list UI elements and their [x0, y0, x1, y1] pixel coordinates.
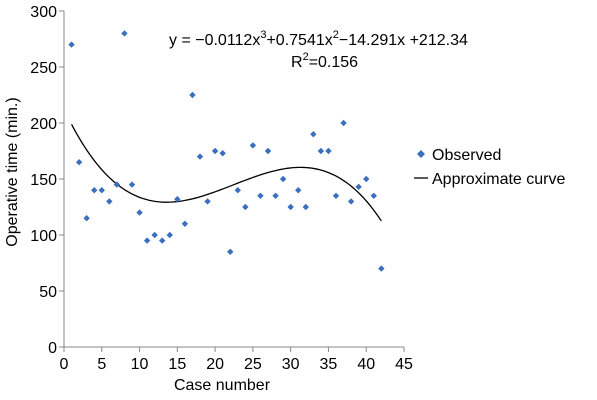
- x-tick-label: 40: [357, 356, 375, 373]
- observed-point: [295, 187, 302, 194]
- observed-point: [75, 159, 83, 166]
- observed-point: [234, 187, 241, 194]
- observed-point: [211, 147, 219, 155]
- observed-point: [151, 231, 158, 239]
- observed-point: [340, 119, 347, 127]
- observed-point: [204, 198, 211, 205]
- y-tick-label: 150: [30, 172, 57, 189]
- y-tick-label: 200: [30, 116, 57, 133]
- r-squared-value: =0.156: [309, 54, 358, 71]
- observed-point: [370, 192, 377, 199]
- observed-point: [264, 147, 272, 155]
- observed-point: [363, 175, 370, 183]
- observed-point: [91, 187, 98, 194]
- observed-point: [279, 175, 287, 183]
- x-tick-label: 35: [320, 356, 338, 373]
- observed-point: [355, 183, 362, 191]
- observed-point: [136, 209, 143, 216]
- x-tick-label: 20: [206, 356, 224, 373]
- x-tick-label: 25: [244, 356, 262, 373]
- observed-point: [98, 187, 105, 194]
- observed-point: [189, 91, 196, 99]
- observed-point: [68, 41, 75, 48]
- x-tick-label: 5: [97, 356, 106, 373]
- observed-point: [257, 192, 264, 199]
- equation-part-mid: +0.7541x: [266, 32, 332, 49]
- observed-point: [181, 220, 189, 227]
- observed-point: [83, 215, 90, 222]
- observed-point: [143, 237, 151, 244]
- equation-exponent-3: 3: [260, 29, 266, 41]
- r-squared-base: R: [291, 54, 303, 71]
- x-axis-title: Case number: [174, 377, 271, 394]
- legend-curve-label: Approximate curve: [432, 171, 565, 188]
- r-squared-annotation: R2=0.156: [291, 51, 358, 71]
- observed-point: [378, 265, 385, 272]
- x-axis-ticks: 0 5 10 15 20 25 30 35 40 45: [60, 347, 413, 373]
- observed-point: [287, 203, 294, 211]
- observed-point: [325, 147, 332, 155]
- observed-point: [196, 153, 204, 160]
- x-tick-label: 45: [395, 356, 413, 373]
- equation-exponent-2: 2: [333, 29, 339, 41]
- legend-observed-label: Observed: [432, 147, 501, 164]
- y-tick-label: 100: [30, 228, 57, 245]
- equation-annotation: y = −0.0112x3+0.7541x2−14.291x +212.34: [169, 29, 468, 49]
- observed-point: [219, 150, 226, 157]
- x-tick-label: 30: [282, 356, 300, 373]
- observed-point: [166, 231, 173, 239]
- equation-part-main: y = −0.0112x: [169, 32, 260, 49]
- observed-points: [68, 30, 385, 272]
- observed-point: [302, 203, 309, 211]
- equation-part-end: −14.291x +212.34: [339, 32, 468, 49]
- legend: Observed Approximate curve: [414, 147, 565, 188]
- observed-point: [332, 192, 340, 199]
- x-tick-label: 0: [60, 356, 69, 373]
- observed-point: [113, 181, 121, 188]
- legend-observed-marker: [417, 150, 425, 158]
- observed-point: [272, 192, 279, 199]
- y-axis-title: Operative time (min.): [4, 97, 21, 246]
- y-tick-label: 0: [48, 340, 57, 357]
- x-tick-label: 10: [131, 356, 149, 373]
- observed-point: [227, 248, 234, 255]
- x-tick-label: 15: [168, 356, 186, 373]
- observed-point: [347, 198, 355, 205]
- observed-point: [249, 142, 257, 149]
- y-axis-ticks: 0 50 100 150 200 250 300: [30, 4, 64, 357]
- observed-point: [159, 237, 166, 244]
- y-tick-label: 250: [30, 60, 57, 77]
- approximate-curve-line: [70, 124, 382, 222]
- observed-point: [121, 30, 128, 37]
- y-tick-label: 50: [39, 284, 57, 301]
- y-tick-label: 300: [30, 4, 57, 21]
- observed-point: [242, 203, 249, 211]
- observed-point: [174, 195, 181, 203]
- observed-point: [317, 147, 325, 155]
- r-squared-exponent: 2: [303, 51, 309, 63]
- observed-point: [310, 131, 317, 138]
- observed-point: [106, 198, 113, 205]
- observed-point: [128, 181, 136, 188]
